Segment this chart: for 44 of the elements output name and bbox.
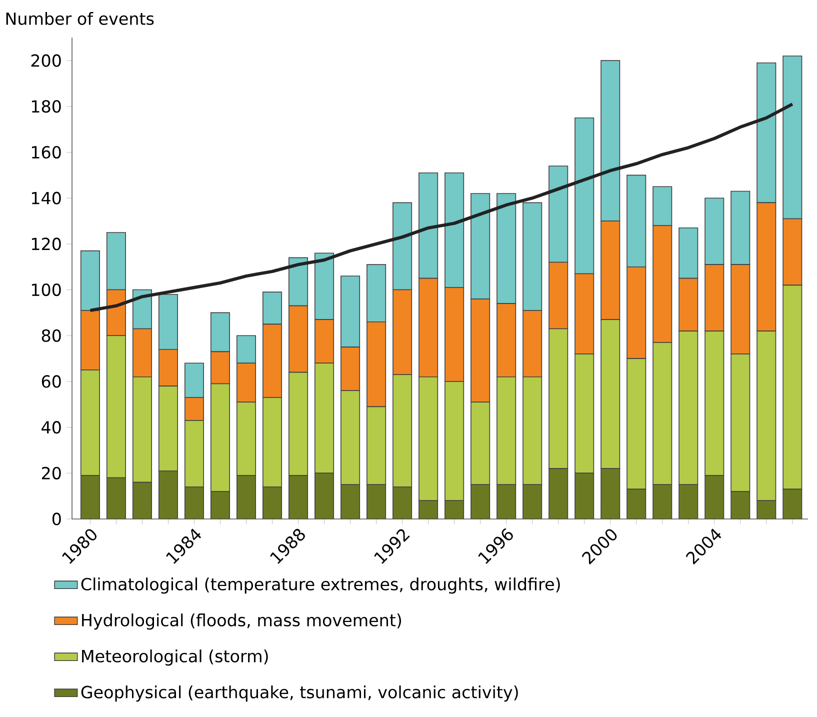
bar (288, 475, 308, 519)
bar (418, 500, 438, 519)
bar (548, 468, 568, 519)
legend-label: Hydrological (floods, mass movement) (82, 614, 402, 630)
bar (444, 500, 464, 519)
bar (626, 488, 646, 519)
bar (366, 484, 386, 519)
legend-label: Geophysical (earthquake, tsunami, volcanic activity) (81, 686, 518, 702)
bar (652, 484, 672, 519)
y-tick-label: 160 (32, 146, 61, 159)
y-tick-label: 140 (32, 192, 61, 204)
legend-label: Meteorological (storm) (82, 650, 268, 666)
bar (756, 500, 776, 519)
bar (704, 475, 724, 519)
bar (262, 486, 282, 519)
bar (132, 482, 152, 519)
bar (574, 472, 594, 519)
bar (210, 491, 230, 519)
bar (730, 491, 750, 519)
y-tick-label: 200 (31, 54, 61, 67)
bar (600, 468, 620, 519)
bar (158, 470, 178, 519)
bar (80, 475, 100, 519)
y-tick-label: 60 (42, 375, 61, 388)
bar (340, 484, 360, 519)
bar (522, 484, 542, 519)
bar (392, 486, 412, 519)
legend-label: Climatological (temperature extremes, droughts, wildfire) (81, 578, 560, 594)
bar (236, 475, 256, 519)
y-tick-label: 100 (32, 283, 61, 296)
bar (106, 477, 126, 519)
bar (496, 484, 516, 519)
y-tick-label: 20 (42, 466, 61, 480)
y-tick-label: 180 (32, 100, 61, 113)
y-tick-label: 120 (32, 238, 61, 250)
y-tick-label: 80 (42, 329, 61, 342)
y-tick-label: 40 (42, 420, 61, 434)
bar (470, 484, 490, 519)
bar (184, 486, 204, 519)
bar (678, 484, 698, 519)
bar (782, 488, 802, 519)
bar (314, 472, 334, 519)
y-axis-title: Number of events (6, 12, 154, 25)
y-tick-label: 0 (52, 512, 61, 526)
